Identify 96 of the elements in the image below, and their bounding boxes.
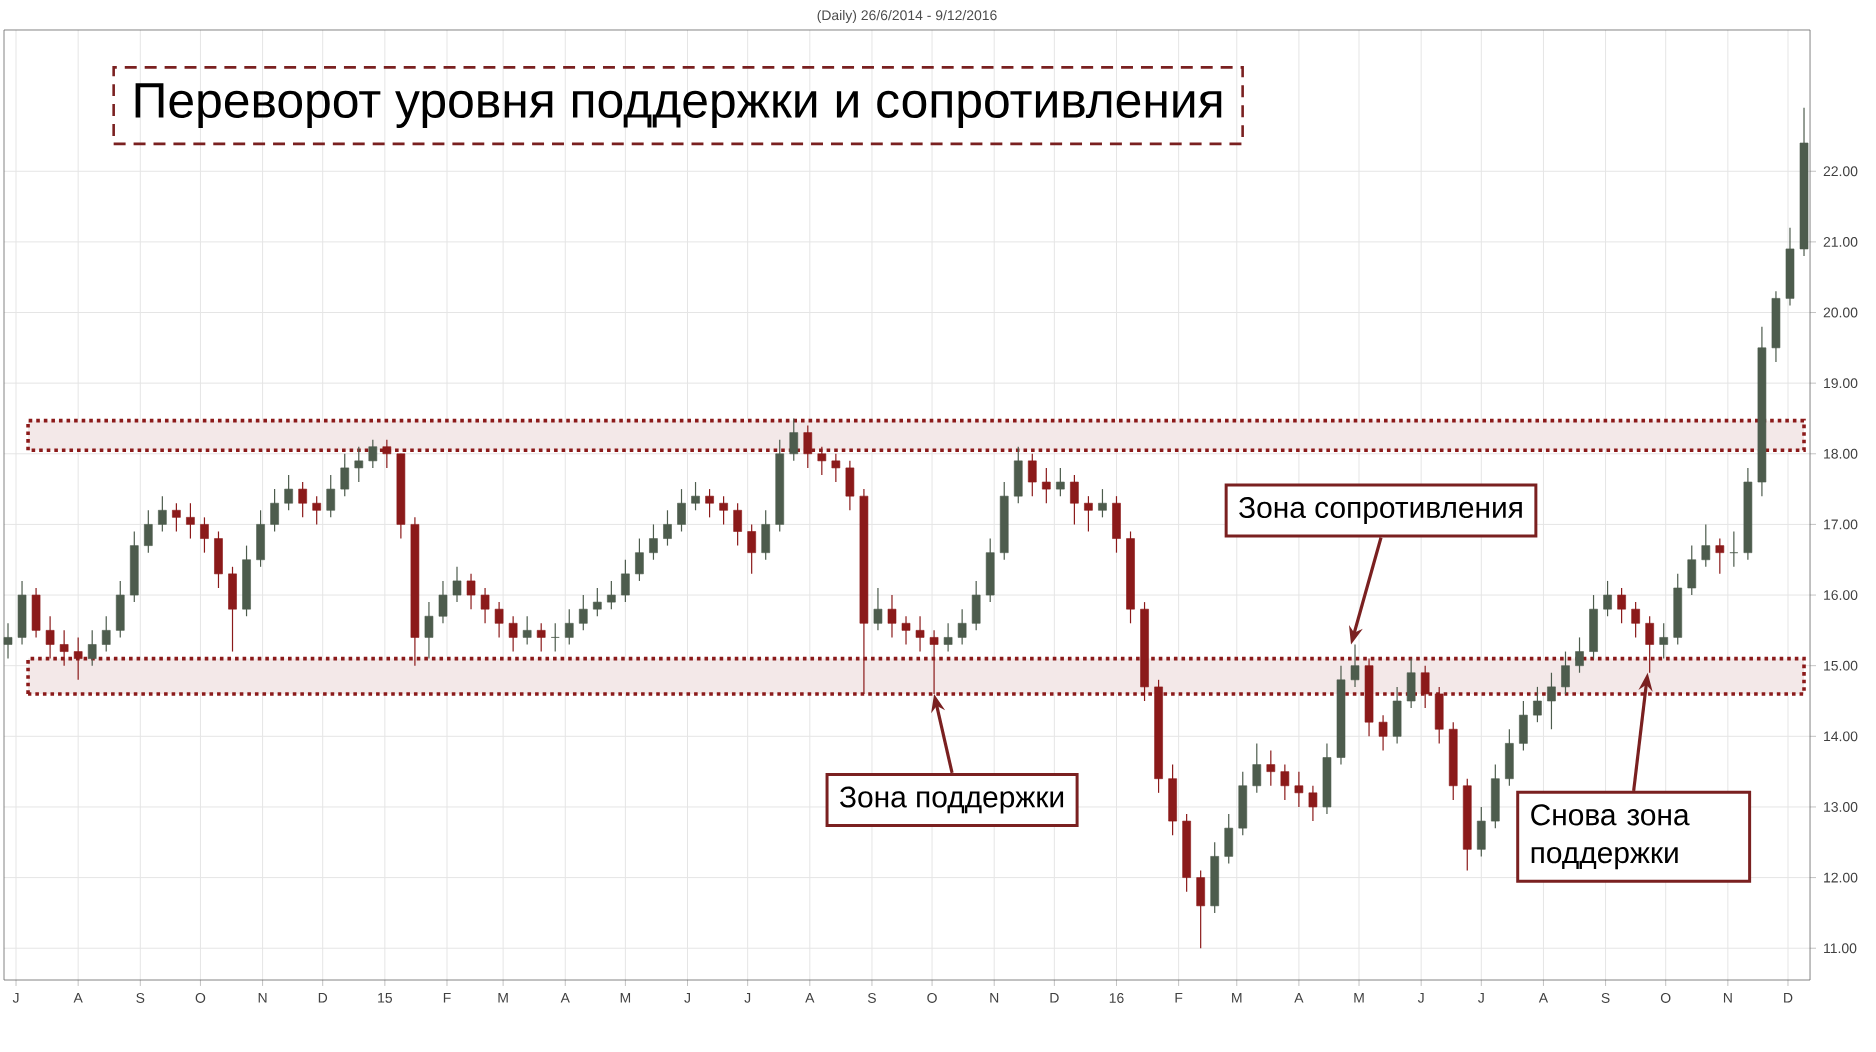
candlestick: [1392, 686, 1402, 744]
candlestick: [3, 622, 13, 660]
candlestick: [1013, 446, 1023, 504]
candlestick: [761, 509, 771, 561]
candlestick: [494, 601, 504, 639]
candlestick: [985, 537, 995, 603]
annotation: Снова зона поддержки: [1531, 804, 1690, 870]
candlestick: [354, 446, 364, 483]
candlestick: [943, 622, 953, 653]
candlestick: [1659, 622, 1669, 660]
candlestick: [845, 460, 855, 511]
candlestick: [649, 523, 658, 561]
text: Переворот уровня поддержки и сопротивления: [135, 83, 1222, 128]
candlestick: [1575, 636, 1584, 674]
candlestick: [1238, 771, 1248, 836]
candlestick: [1056, 467, 1065, 497]
candlestick: [1561, 650, 1570, 695]
candlestick: [1519, 700, 1528, 752]
candlestick: [1589, 594, 1598, 660]
candlestick: [1406, 658, 1416, 709]
candlestick: [887, 594, 897, 639]
candlestick: [508, 615, 518, 653]
candlestick: [1350, 643, 1360, 688]
candlestick: [200, 516, 209, 554]
candlestick: [1196, 869, 1205, 949]
candlestick: [915, 615, 925, 653]
candlestick: [1308, 785, 1318, 822]
candlestick: [1701, 523, 1711, 568]
candlestick: [1112, 495, 1121, 554]
candlestick: [536, 622, 546, 653]
candlestick: [1631, 601, 1640, 639]
candlestick: [705, 488, 714, 518]
candlestick: [719, 495, 728, 526]
candlestick: [438, 580, 448, 624]
annotation: Зона сопротивления: [1239, 496, 1522, 525]
candlestick: [480, 587, 490, 624]
candlestick: [101, 615, 111, 653]
candlestick: [270, 488, 279, 533]
candlestick: [677, 488, 686, 533]
candlestick: [1603, 580, 1612, 617]
candlestick: [1617, 587, 1626, 624]
candlestick: [214, 530, 223, 589]
candlestick: [564, 608, 574, 646]
candlestick: [1070, 474, 1079, 526]
candlestick: [621, 559, 630, 603]
candlestick: [1252, 742, 1262, 794]
candlestick: [971, 580, 981, 631]
candlestick: [340, 453, 350, 497]
candlestick: [368, 439, 378, 469]
candlestick: [1491, 763, 1500, 829]
candlestick: [424, 601, 434, 660]
candlestick: [1042, 467, 1051, 504]
candlestick: [1168, 763, 1177, 836]
candlestick: [663, 509, 672, 547]
candlestick: [522, 615, 532, 646]
candlestick: [144, 509, 153, 554]
candlestick: [452, 566, 462, 603]
candlestick: [31, 587, 41, 639]
candlestick: [1505, 728, 1514, 787]
candlestick: [298, 481, 307, 518]
candlestick: [1084, 495, 1093, 533]
candlestick: [691, 481, 700, 511]
candlestick: [873, 587, 883, 631]
candlestick: [1476, 806, 1486, 857]
candlestick: [635, 537, 644, 582]
candlestick: [1378, 714, 1388, 752]
candlestick: [1266, 749, 1276, 787]
candlestick: [326, 474, 336, 518]
candlestick: [901, 615, 911, 646]
candlestick: [284, 474, 293, 511]
candlestick: [115, 580, 125, 639]
candlestick: [87, 629, 97, 667]
candlestick: [1687, 545, 1697, 596]
candlestick: [593, 587, 602, 617]
candlestick: [17, 580, 27, 646]
candlestick: [1547, 672, 1556, 730]
candlestick: [228, 566, 237, 653]
candlestick: [466, 573, 476, 610]
candlestick: [158, 495, 167, 533]
candlestick: [1533, 686, 1542, 723]
candlestick: [1280, 763, 1290, 801]
candlestick: [607, 580, 616, 610]
candlestick: [747, 523, 756, 575]
candlestick: [1098, 488, 1107, 518]
candlestick: [1224, 813, 1234, 865]
candlestick: [1294, 771, 1304, 808]
candlestick: [1715, 537, 1725, 575]
candlestick: [789, 417, 799, 462]
candlestick: [312, 495, 321, 526]
candlestick: [957, 608, 967, 646]
candlestick: [256, 509, 265, 568]
candlestick: [578, 594, 588, 631]
candlestick: [172, 502, 181, 533]
candlestick: [733, 502, 742, 547]
annotation: Зона поддержки: [839, 786, 1064, 814]
candlestick: [186, 502, 195, 540]
